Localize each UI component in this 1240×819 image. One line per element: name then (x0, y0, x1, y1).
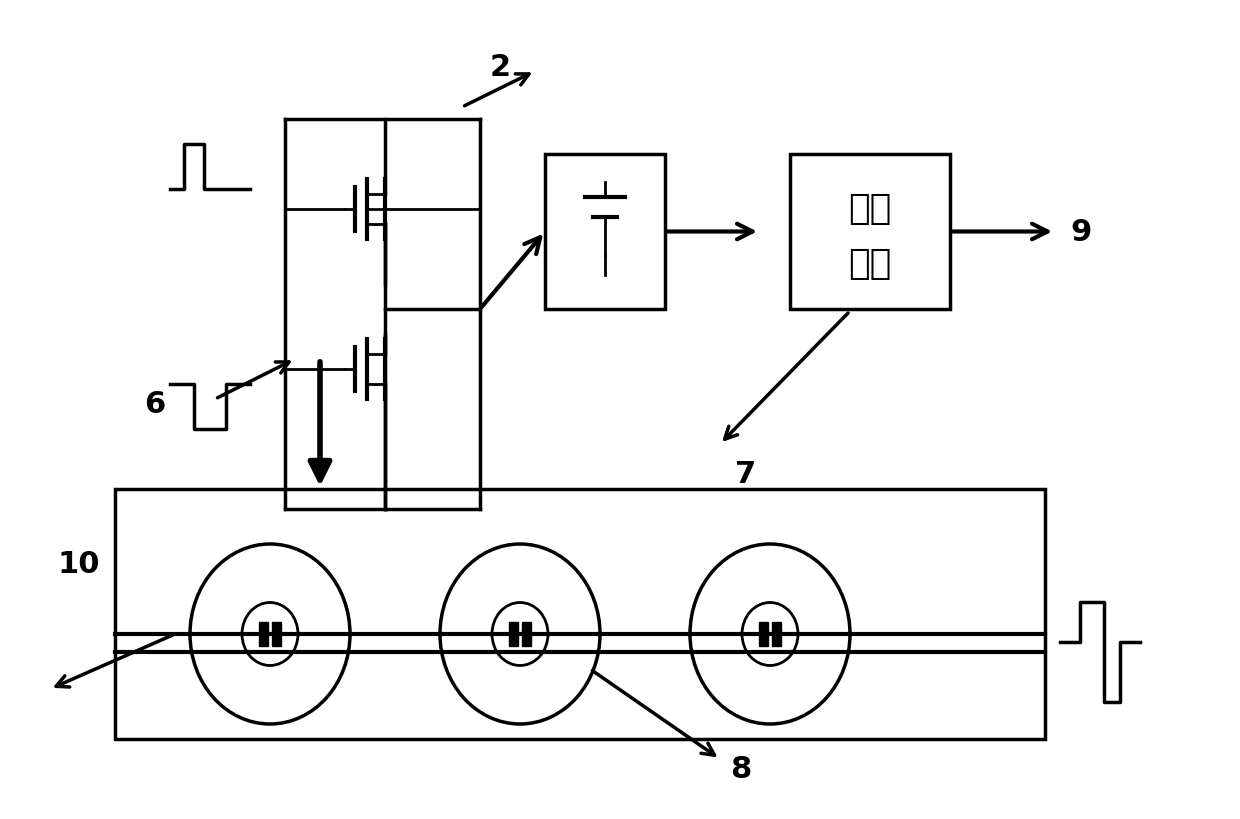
Bar (115, 490, 1045, 739)
Bar (273, 622, 281, 646)
Bar (546, 155, 665, 310)
Bar (790, 155, 950, 310)
Text: 6: 6 (144, 390, 165, 419)
Text: 10: 10 (57, 550, 100, 579)
Text: 8: 8 (730, 754, 751, 784)
Bar (773, 622, 781, 646)
Text: 直流: 直流 (848, 192, 892, 226)
Bar (259, 622, 268, 646)
Bar (522, 622, 531, 646)
Text: 7: 7 (735, 459, 756, 488)
Text: 电源: 电源 (848, 247, 892, 280)
Bar (759, 622, 768, 646)
Text: 9: 9 (1070, 218, 1091, 247)
Bar (508, 622, 518, 646)
Text: 2: 2 (490, 53, 511, 82)
